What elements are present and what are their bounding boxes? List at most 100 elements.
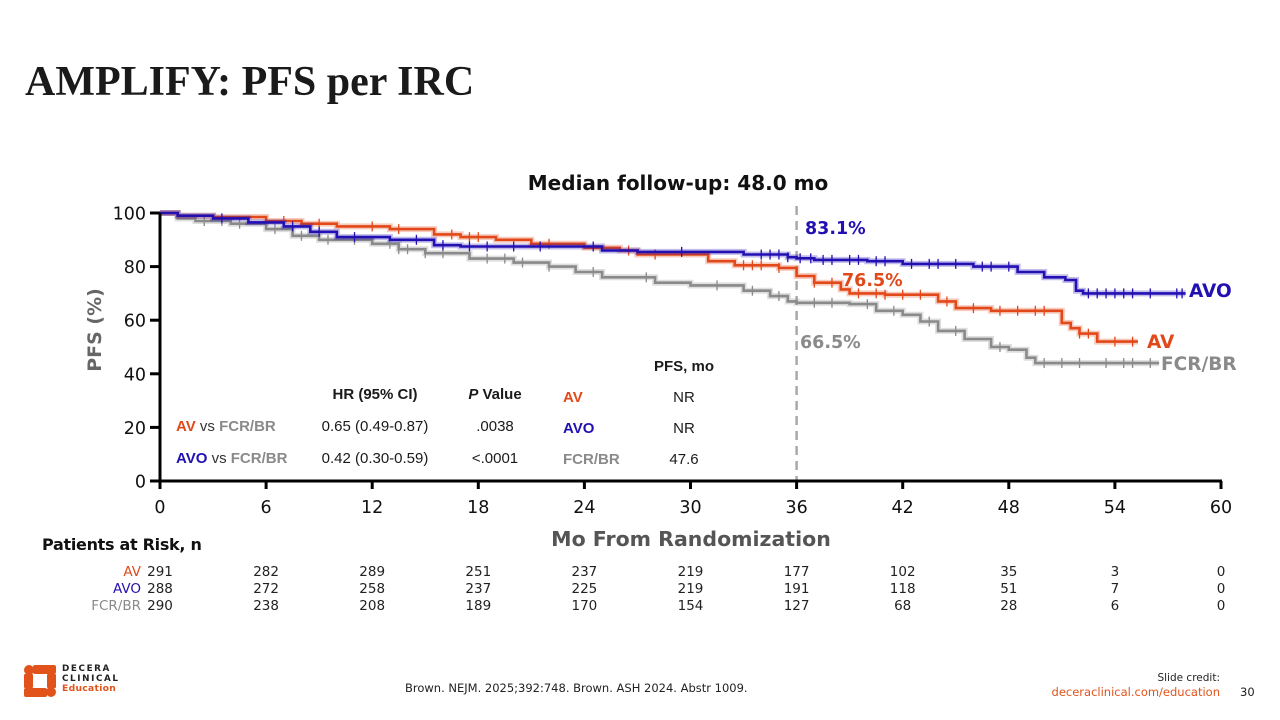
risk-count: 7 bbox=[1110, 581, 1120, 597]
p-italic: P bbox=[468, 386, 479, 403]
risk-count: 191 bbox=[783, 581, 810, 597]
logo-line-3: Education bbox=[62, 683, 117, 695]
pfs-arm-fcrbr: FCR/BR bbox=[563, 451, 620, 468]
risk-count: 0 bbox=[1216, 564, 1226, 580]
x-axis-label: Mo From Randomization bbox=[551, 527, 831, 551]
x-tick-label: 48 bbox=[998, 498, 1020, 518]
pfs-arm-avo: AVO bbox=[563, 420, 595, 437]
pfs-arm-av: AV bbox=[563, 389, 583, 406]
x-tick-label: 18 bbox=[467, 498, 489, 518]
risk-count: 251 bbox=[465, 564, 492, 580]
hr-table-header-p: P Value bbox=[468, 386, 521, 403]
p-value: <.0001 bbox=[471, 450, 519, 467]
hr-row-label: AVO vs FCR/BR bbox=[176, 450, 287, 467]
y-tick-label: 20 bbox=[124, 419, 146, 439]
pfs-value-fcrbr: 47.6 bbox=[669, 451, 699, 468]
landmark-label-av: 76.5% bbox=[842, 271, 903, 291]
pfs-table-header: PFS, mo bbox=[653, 358, 715, 375]
x-tick-label: 60 bbox=[1210, 498, 1232, 518]
risk-count: 3 bbox=[1110, 564, 1120, 580]
y-axis-label: PFS (%) bbox=[84, 288, 106, 372]
arm-av: AV bbox=[176, 418, 196, 435]
arm-fcrbr: FCR/BR bbox=[230, 450, 288, 467]
landmark-label-avo: 83.1% bbox=[805, 219, 866, 239]
x-tick-label: 36 bbox=[785, 498, 807, 518]
km-curve-avo bbox=[160, 211, 1186, 295]
risk-count: 51 bbox=[1000, 581, 1018, 597]
risk-count: 237 bbox=[571, 564, 598, 580]
y-tick-label: 40 bbox=[124, 365, 146, 385]
risk-count: 28 bbox=[1000, 598, 1018, 614]
risk-count: 208 bbox=[359, 598, 386, 614]
slide-credit-label: Slide credit: bbox=[1157, 672, 1220, 684]
risk-count: 154 bbox=[677, 598, 704, 614]
risk-count: 127 bbox=[783, 598, 810, 614]
risk-row-label: AVO bbox=[113, 581, 141, 597]
chart-title: Median follow-up: 48.0 mo bbox=[528, 171, 828, 195]
risk-table-title: Patients at Risk, n bbox=[42, 535, 202, 554]
risk-count: 118 bbox=[889, 581, 916, 597]
slide-title: AMPLIFY: PFS per IRC bbox=[25, 59, 475, 105]
risk-count: 68 bbox=[894, 598, 912, 614]
curves-group bbox=[160, 210, 1186, 369]
risk-count: 35 bbox=[1000, 564, 1018, 580]
landmark-label-fcrbr: 66.5% bbox=[800, 333, 861, 353]
x-tick-label: 30 bbox=[679, 498, 701, 518]
risk-count: 289 bbox=[359, 564, 386, 580]
hr-row-label: AV vs FCR/BR bbox=[176, 418, 276, 435]
x-tick-label: 54 bbox=[1104, 498, 1126, 518]
pfs-value-av: NR bbox=[673, 389, 695, 406]
risk-count: 288 bbox=[147, 581, 173, 597]
logo-line-1: DECERA bbox=[62, 664, 111, 674]
slide-credit-link[interactable]: deceraclinical.com/education bbox=[1051, 685, 1220, 699]
risk-count: 237 bbox=[465, 581, 492, 597]
x-tick-label: 0 bbox=[154, 498, 165, 518]
risk-row-label: FCR/BR bbox=[91, 598, 141, 614]
hr-table-header-hr: HR (95% CI) bbox=[332, 386, 418, 403]
y-tick-label: 60 bbox=[124, 312, 146, 332]
risk-count: 258 bbox=[359, 581, 386, 597]
arm-fcrbr: FCR/BR bbox=[219, 418, 276, 435]
risk-count: 219 bbox=[677, 581, 704, 597]
risk-count: 290 bbox=[147, 598, 173, 614]
p-value-text: Value bbox=[478, 386, 522, 403]
series-end-label-fcrbr: FCR/BR bbox=[1161, 354, 1237, 375]
page-number: 30 bbox=[1240, 685, 1255, 699]
axes-group: 0 20 40 60 80 100 0 6 12 18 24 30 36 42 48 54 60 bbox=[113, 205, 1233, 519]
hr-value: 0.42 (0.30-0.59) bbox=[321, 450, 429, 467]
risk-count: 6 bbox=[1110, 598, 1120, 614]
risk-count: 291 bbox=[147, 564, 173, 580]
x-tick-label: 42 bbox=[892, 498, 914, 518]
decera-logo-text: DECERA CLINICAL Education bbox=[62, 664, 120, 695]
citation: Brown. NEJM. 2025;392:748. Brown. ASH 20… bbox=[405, 681, 748, 695]
p-value: .0038 bbox=[476, 418, 514, 435]
risk-count: 282 bbox=[253, 564, 279, 580]
risk-count: 177 bbox=[783, 564, 810, 580]
risk-count: 219 bbox=[677, 564, 704, 580]
y-tick-label: 100 bbox=[113, 205, 146, 225]
x-tick-label: 12 bbox=[361, 498, 383, 518]
vs-text: vs bbox=[195, 418, 220, 435]
risk-count: 170 bbox=[571, 598, 598, 614]
pfs-value-avo: NR bbox=[673, 420, 695, 437]
risk-row-label: AV bbox=[123, 564, 141, 580]
vs-text: vs bbox=[207, 450, 231, 467]
risk-count: 0 bbox=[1216, 581, 1226, 597]
hr-value: 0.65 (0.49-0.87) bbox=[321, 418, 429, 435]
series-end-label-av: AV bbox=[1147, 332, 1175, 353]
y-tick-label: 80 bbox=[124, 258, 146, 278]
series-end-label-avo: AVO bbox=[1189, 281, 1232, 302]
risk-count: 272 bbox=[253, 581, 279, 597]
x-tick-label: 6 bbox=[261, 498, 272, 518]
risk-count: 0 bbox=[1216, 598, 1226, 614]
risk-count: 238 bbox=[253, 598, 279, 614]
x-tick-label: 24 bbox=[573, 498, 595, 518]
risk-count: 189 bbox=[465, 598, 492, 614]
y-tick-label: 0 bbox=[135, 473, 146, 493]
logo-line-2: CLINICAL bbox=[62, 673, 120, 684]
km-curve-fcrbr bbox=[160, 211, 1160, 365]
decera-logo-icon bbox=[24, 665, 56, 697]
risk-count: 102 bbox=[889, 564, 916, 580]
